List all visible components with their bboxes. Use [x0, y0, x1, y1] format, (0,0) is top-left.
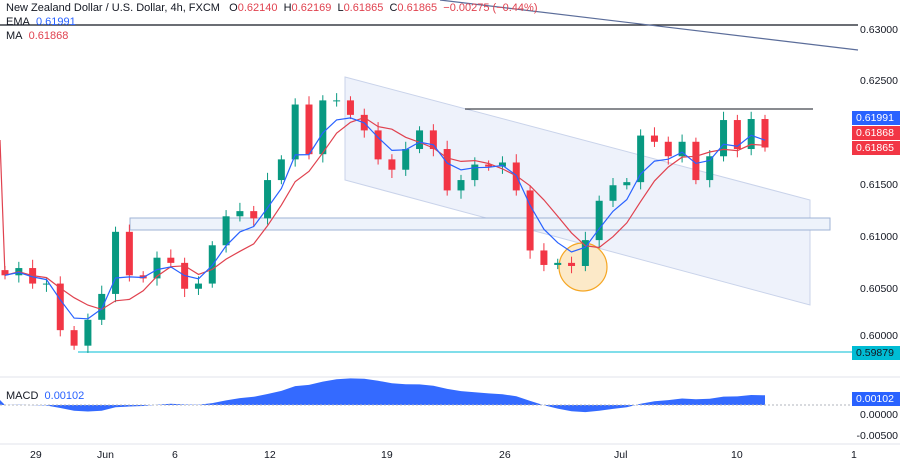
- candle-body: [609, 185, 617, 201]
- candle-body: [388, 159, 396, 170]
- candle-body: [125, 231, 133, 276]
- macd-tick: 0.00000: [860, 409, 898, 421]
- time-tick: 19: [381, 449, 393, 461]
- candle-body: [761, 119, 769, 148]
- candle-body: [194, 283, 202, 289]
- ema-value: 0.61991: [35, 16, 76, 28]
- time-tick: 1: [851, 449, 857, 461]
- candle-body: [222, 216, 230, 246]
- time-tick: Jul: [614, 449, 628, 461]
- close-price-tag: 0.61865: [852, 141, 900, 155]
- macd-label: MACD: [6, 390, 39, 402]
- candle-body: [706, 156, 714, 181]
- candle-body: [443, 149, 451, 191]
- candle-body: [277, 159, 285, 181]
- candle-body: [720, 120, 728, 157]
- price-tick: 0.63000: [860, 24, 898, 36]
- candle-body: [692, 141, 700, 181]
- open-label: O: [229, 2, 238, 14]
- candle-body: [540, 250, 548, 265]
- candle-body: [98, 293, 106, 320]
- candle-body: [678, 141, 686, 157]
- candle-body: [56, 283, 64, 331]
- ema-line: [4, 117, 766, 320]
- macd-tick: -0.00500: [856, 430, 898, 442]
- candle-body: [623, 182, 631, 186]
- price-tick: 0.60500: [860, 283, 898, 295]
- candle-body: [167, 257, 175, 263]
- candle-body: [416, 130, 424, 150]
- candle-body: [42, 283, 50, 285]
- high-value: 0.62169: [291, 2, 332, 14]
- candle-body: [112, 231, 120, 294]
- candle-body: [747, 119, 755, 150]
- candle-body: [402, 149, 410, 170]
- low-label: L: [337, 2, 344, 14]
- candle-body: [457, 180, 465, 191]
- ema-price-tag: 0.61991: [852, 111, 900, 125]
- candle-body: [84, 319, 92, 346]
- open-value: 0.62140: [237, 2, 278, 14]
- candle-body: [498, 162, 506, 167]
- time-tick: 12: [264, 449, 276, 461]
- candle-body: [236, 211, 244, 217]
- symbol-legend: New Zealand Dollar / U.S. Dollar, 4h, FX…: [6, 2, 537, 15]
- candle-body: [664, 141, 672, 157]
- candle-body: [333, 100, 341, 102]
- candle-body: [526, 190, 534, 251]
- candle-body: [595, 200, 603, 241]
- price-tick: 0.61000: [860, 231, 898, 243]
- macd-tag: 0.00102: [852, 392, 900, 406]
- candle-body: [70, 330, 78, 346]
- ma-value: 0.61868: [28, 30, 69, 42]
- candle-body: [637, 135, 645, 183]
- candle-body: [319, 100, 327, 155]
- macd-legend[interactable]: MACD 0.00102: [6, 390, 84, 403]
- macd-area: [0, 378, 765, 413]
- ma-line: [0, 116, 766, 311]
- candle-body: [650, 135, 658, 142]
- candle-body: [568, 262, 576, 266]
- candle-body: [485, 164, 493, 167]
- change-value: −0.00275 (−0.44%): [443, 2, 538, 14]
- candle-body: [554, 262, 562, 265]
- candle-body: [264, 180, 272, 219]
- time-tick: 10: [731, 449, 743, 461]
- ma-label: MA: [6, 30, 23, 42]
- price-tick: 0.61500: [860, 179, 898, 191]
- candle-body: [733, 120, 741, 150]
- descending-channel: [344, 76, 811, 306]
- low-value: 0.61865: [343, 2, 384, 14]
- close-value: 0.61865: [397, 2, 438, 14]
- symbol-title: New Zealand Dollar / U.S. Dollar, 4h, FX…: [6, 2, 220, 14]
- candle-body: [153, 257, 161, 279]
- resistance-zone: [129, 217, 831, 231]
- time-tick: 6: [172, 449, 178, 461]
- ma-legend[interactable]: MA 0.61868: [6, 30, 68, 43]
- time-tick: 26: [499, 449, 511, 461]
- candle-body: [374, 130, 382, 160]
- price-tick: 0.60000: [860, 330, 898, 342]
- ema-label: EMA: [6, 16, 30, 28]
- close-label: C: [389, 2, 398, 14]
- candle-body: [291, 104, 299, 160]
- candle-body: [429, 130, 437, 150]
- ema-legend[interactable]: EMA 0.61991: [6, 16, 76, 29]
- price-tick: 0.62500: [860, 75, 898, 87]
- time-tick: 29: [30, 449, 42, 461]
- support-price-tag: 0.59879: [852, 346, 900, 360]
- high-label: H: [283, 2, 292, 14]
- ma-price-tag: 0.61868: [852, 126, 900, 140]
- candle-body: [471, 164, 479, 181]
- time-tick: Jun: [97, 449, 114, 461]
- candle-body: [250, 211, 258, 219]
- macd-value: 0.00102: [44, 390, 85, 402]
- candle-body: [346, 100, 354, 115]
- candle-body: [305, 104, 313, 155]
- candle-body: [581, 240, 589, 266]
- trend-line: [439, 0, 859, 51]
